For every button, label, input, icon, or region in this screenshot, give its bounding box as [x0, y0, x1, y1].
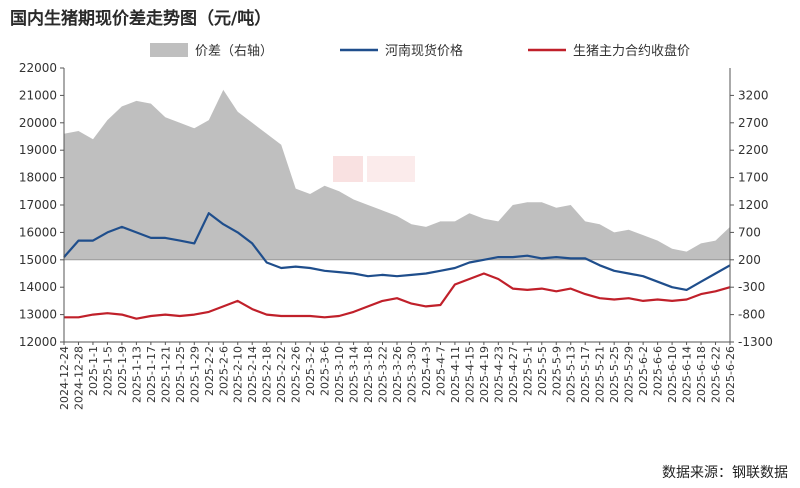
legend-label-0: 价差（右轴） [195, 44, 273, 59]
x-tick-label: 2025-3-6 [319, 346, 332, 396]
x-tick-label: 2024-12-28 [72, 346, 85, 410]
x-tick-label: 2025-2-14 [246, 346, 259, 403]
watermark-logo [333, 156, 415, 182]
x-tick-label: 2025-5-1 [521, 346, 534, 396]
left-tick-label: 22000 [19, 61, 57, 75]
right-tick-label: -1300 [738, 335, 773, 349]
x-tick-label: 2025-1-9 [116, 346, 129, 396]
right-tick-label: 2700 [738, 116, 769, 130]
x-tick-label: 2025-2-18 [261, 346, 274, 403]
left-tick-label: 18000 [19, 171, 57, 185]
right-tick-label: -800 [738, 308, 765, 322]
right-tick-label: 2200 [738, 143, 769, 157]
x-tick-label: 2025-3-14 [348, 346, 361, 403]
left-tick-label: 16000 [19, 225, 57, 239]
right-tick-label: 1700 [738, 171, 769, 185]
x-tick-label: 2025-5-17 [579, 346, 592, 403]
x-tick-label: 2025-4-11 [449, 346, 462, 403]
right-tick-label: 3200 [738, 88, 769, 102]
right-tick-label: 700 [738, 225, 761, 239]
chart-title: 国内生猪期现价差走势图（元/吨） [10, 9, 272, 29]
legend-label-2: 生猪主力合约收盘价 [573, 43, 690, 59]
x-tick-label: 2025-4-23 [492, 346, 505, 403]
x-tick-label: 2025-5-9 [550, 346, 563, 396]
left-tick-label: 17000 [19, 198, 57, 212]
x-tick-label: 2025-1-21 [159, 346, 172, 403]
x-tick-label: 2025-3-10 [333, 346, 346, 403]
legend-label-1: 河南现货价格 [385, 43, 463, 59]
x-tick-label: 2025-6-22 [710, 346, 723, 403]
x-tick-label: 2025-5-13 [565, 346, 578, 403]
x-tick-label: 2025-2-26 [290, 346, 303, 403]
legend-swatch-spread [150, 43, 188, 57]
x-tick-label: 2025-4-19 [478, 346, 491, 403]
left-tick-label: 13000 [19, 308, 57, 322]
left-tick-label: 20000 [19, 116, 57, 130]
left-tick-label: 19000 [19, 143, 57, 157]
x-tick-label: 2025-3-30 [405, 346, 418, 403]
x-tick-label: 2025-6-2 [637, 346, 650, 396]
x-tick-label: 2025-4-3 [420, 346, 433, 396]
x-tick-label: 2025-4-15 [463, 346, 476, 403]
x-tick-label: 2025-5-25 [608, 346, 621, 403]
left-tick-label: 14000 [19, 280, 57, 294]
x-tick-label: 2025-1-5 [101, 346, 114, 396]
x-tick-label: 2025-1-29 [188, 346, 201, 403]
x-tick-label: 2025-1-25 [174, 346, 187, 403]
x-tick-label: 2025-4-27 [507, 346, 520, 403]
x-tick-label: 2025-1-1 [87, 346, 100, 396]
x-tick-label: 2025-1-17 [145, 346, 158, 403]
x-tick-label: 2025-6-10 [666, 346, 679, 403]
right-tick-label: 1200 [738, 198, 769, 212]
x-tick-label: 2025-2-10 [232, 346, 245, 403]
x-tick-label: 2025-6-14 [681, 346, 694, 403]
left-tick-label: 12000 [19, 335, 57, 349]
x-tick-label: 2025-2-2 [203, 346, 216, 396]
x-tick-label: 2025-5-21 [594, 346, 607, 403]
x-tick-label: 2024-12-24 [58, 346, 71, 410]
x-tick-label: 2025-2-6 [217, 346, 230, 396]
left-tick-label: 15000 [19, 253, 57, 267]
x-tick-label: 2025-1-13 [130, 346, 143, 403]
x-tick-label: 2025-2-22 [275, 346, 288, 403]
x-tick-label: 2025-6-26 [724, 346, 737, 403]
x-tick-label: 2025-3-18 [362, 346, 375, 403]
x-tick-label: 2025-5-5 [536, 346, 549, 396]
source-note: 数据来源：钢联数据 [662, 465, 788, 481]
left-tick-label: 21000 [19, 88, 57, 102]
series-area-spread [64, 89, 730, 260]
x-tick-label: 2025-4-7 [434, 346, 447, 396]
right-tick-label: 200 [738, 253, 761, 267]
x-tick-label: 2025-3-26 [391, 346, 404, 403]
x-tick-label: 2025-6-6 [652, 346, 665, 396]
x-tick-label: 2025-5-29 [623, 346, 636, 403]
x-tick-label: 2025-3-2 [304, 346, 317, 396]
series-line-2 [64, 272, 731, 320]
x-tick-label: 2025-3-22 [377, 346, 390, 403]
x-tick-label: 2025-6-18 [695, 346, 708, 403]
right-tick-label: -300 [738, 280, 765, 294]
